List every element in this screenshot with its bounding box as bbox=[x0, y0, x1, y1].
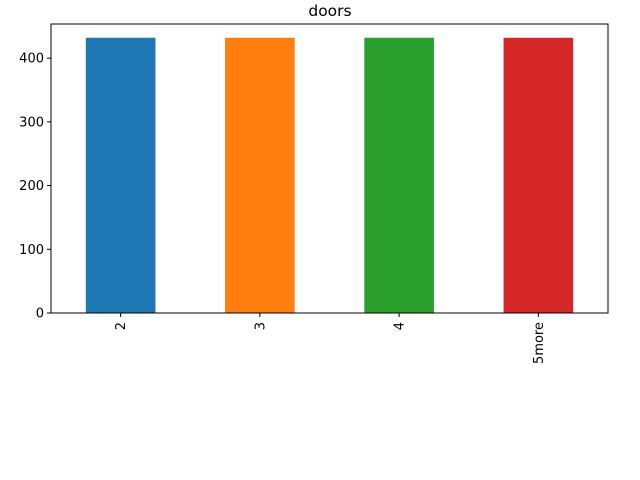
x-tick-label: 4 bbox=[393, 322, 408, 330]
y-axis: 0 100 200 300 400 bbox=[19, 52, 51, 322]
y-tick-label: 100 bbox=[19, 243, 44, 258]
y-tick-label: 400 bbox=[19, 52, 44, 67]
bar-4 bbox=[364, 37, 434, 313]
bars-layer bbox=[85, 37, 574, 313]
bar-2 bbox=[85, 37, 156, 313]
plot-frame bbox=[50, 23, 609, 314]
y-tick-label: 0 bbox=[36, 307, 44, 322]
x-tick-label: 5more bbox=[532, 322, 547, 364]
bar-5more bbox=[503, 37, 574, 313]
y-tick-label: 300 bbox=[19, 115, 44, 130]
x-tick-label: 2 bbox=[114, 322, 129, 330]
x-tick-label: 3 bbox=[253, 322, 268, 330]
chart-title: doors bbox=[308, 2, 351, 20]
x-axis: 2 3 4 5more bbox=[114, 313, 547, 364]
bar-3 bbox=[225, 37, 295, 313]
y-tick-label: 200 bbox=[19, 179, 44, 194]
